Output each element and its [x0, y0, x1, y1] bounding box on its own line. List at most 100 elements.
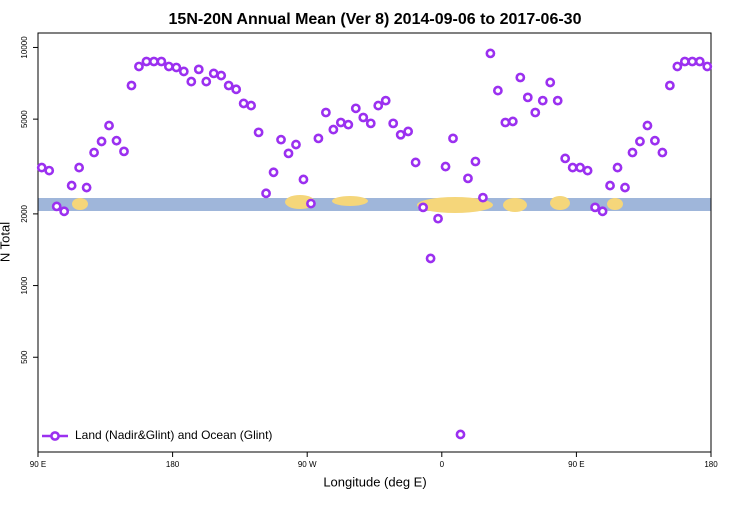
point — [448, 133, 458, 144]
point — [485, 48, 496, 59]
point — [507, 116, 518, 127]
point — [672, 61, 683, 72]
point — [156, 56, 167, 67]
x-tick-label: 180 — [166, 460, 180, 469]
point — [268, 167, 279, 178]
point — [149, 56, 159, 67]
legend-label: Land (Nadir&Glint) and Ocean (Glint) — [75, 428, 272, 442]
point — [208, 68, 219, 79]
point — [253, 127, 264, 138]
point — [425, 253, 436, 264]
point — [66, 180, 77, 191]
point — [373, 100, 384, 111]
point — [552, 95, 563, 106]
point — [605, 180, 615, 191]
point — [328, 124, 339, 135]
point — [111, 135, 122, 146]
point — [650, 135, 660, 146]
plot-frame — [37, 32, 712, 453]
point — [119, 146, 129, 157]
point — [679, 56, 690, 67]
y-tick-label: 1000 — [20, 276, 29, 294]
point — [238, 98, 249, 109]
map-strip — [38, 195, 711, 213]
point — [171, 62, 182, 73]
point — [291, 139, 301, 150]
chart-title: 15N-20N Annual Mean (Ver 8) 2014-09-06 t… — [169, 11, 582, 28]
point — [395, 129, 406, 140]
legend-marker — [50, 431, 60, 441]
point — [522, 92, 533, 103]
point — [590, 202, 600, 213]
point — [178, 66, 189, 77]
point — [81, 182, 92, 193]
point — [134, 61, 144, 72]
point — [433, 213, 443, 224]
point — [380, 95, 391, 106]
point — [298, 174, 309, 185]
point — [216, 70, 227, 81]
point — [163, 61, 174, 72]
point — [223, 80, 234, 91]
point — [186, 76, 197, 87]
point — [597, 206, 608, 217]
point — [418, 202, 429, 213]
point — [612, 162, 623, 173]
point — [74, 162, 85, 173]
point — [463, 173, 473, 184]
y-tick-label: 10000 — [20, 36, 29, 59]
y-tick-label: 500 — [20, 350, 29, 364]
point — [306, 198, 316, 209]
point — [403, 126, 414, 137]
point — [59, 206, 70, 217]
point — [478, 192, 488, 203]
point — [694, 56, 705, 67]
point — [627, 147, 638, 158]
point — [582, 165, 593, 176]
point — [575, 162, 586, 173]
point — [126, 80, 137, 91]
point — [36, 162, 47, 173]
point — [410, 157, 421, 168]
point — [89, 147, 99, 158]
point — [313, 133, 324, 144]
point — [492, 85, 503, 96]
point — [96, 136, 107, 147]
point — [261, 188, 271, 199]
point — [702, 61, 713, 72]
point — [620, 182, 630, 193]
point — [201, 76, 212, 87]
x-tick-label: 90 E — [568, 460, 584, 469]
point — [470, 156, 481, 167]
x-axis-label: Longitude (deg E) — [323, 474, 426, 489]
point — [388, 118, 399, 129]
y-axis-label: N Total — [0, 222, 12, 262]
point — [545, 77, 556, 88]
point — [51, 201, 62, 212]
point — [246, 100, 257, 111]
x-tick-label: 90 W — [298, 460, 317, 469]
point — [335, 117, 346, 128]
point — [642, 120, 653, 131]
point — [276, 134, 286, 145]
x-tick-label: 0 — [440, 460, 445, 469]
x-tick-label: 90 E — [30, 460, 46, 469]
point — [358, 112, 369, 123]
point — [193, 64, 204, 75]
point — [104, 120, 114, 131]
point — [664, 80, 675, 91]
point — [687, 56, 698, 67]
point — [515, 72, 526, 83]
point — [44, 165, 55, 176]
point — [343, 119, 354, 130]
point — [440, 161, 451, 172]
y-tick-label: 5000 — [20, 110, 29, 128]
y-tick-label: 2000 — [20, 204, 29, 222]
point — [231, 84, 242, 95]
point — [560, 153, 571, 164]
point — [320, 107, 331, 118]
point — [500, 117, 511, 128]
point — [567, 162, 578, 173]
